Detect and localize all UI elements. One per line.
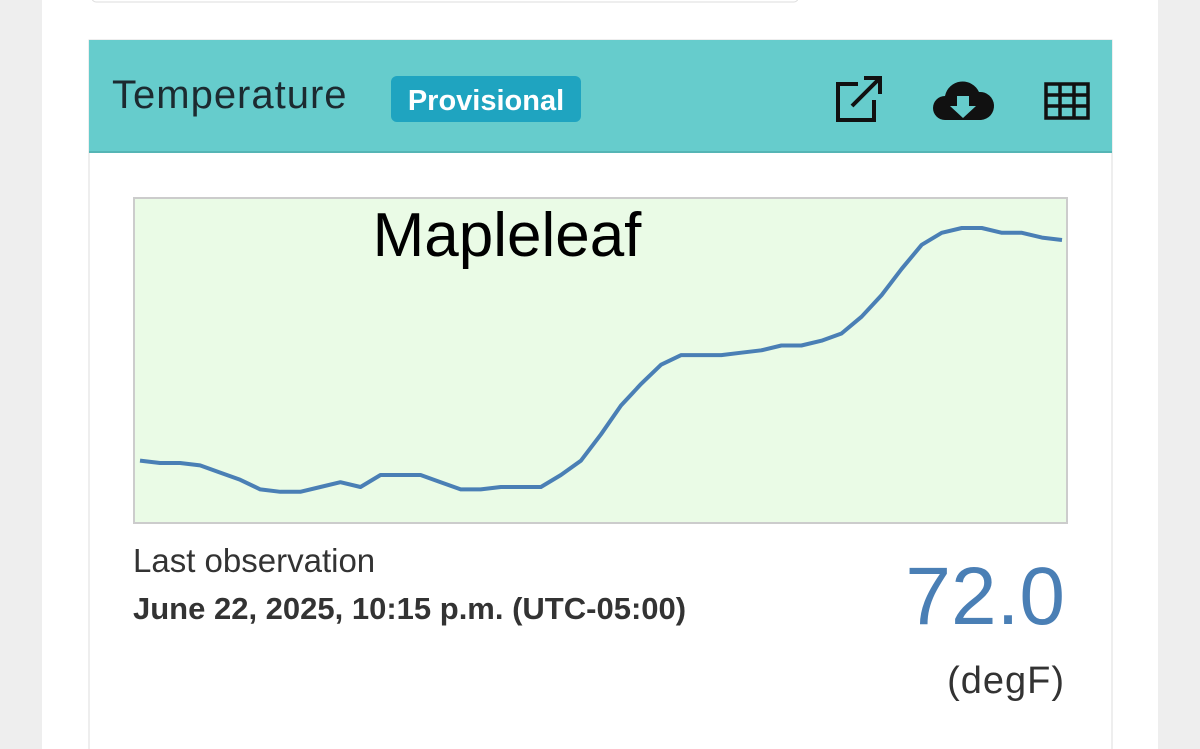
download-icon[interactable] <box>933 81 995 120</box>
previous-panel <box>91 0 799 3</box>
panel-header <box>89 40 1112 152</box>
temperature-line <box>139 226 1063 494</box>
observation-time: June 22, 2025, 10:15 p.m. (UTC-05:00) <box>133 591 686 626</box>
chart: Mapleleaf <box>133 197 1068 524</box>
badge-text: Provisional <box>408 85 564 117</box>
open-icon[interactable] <box>836 76 882 122</box>
observation-unit: (degF) <box>947 660 1065 702</box>
observation-value: 72.0 <box>905 551 1065 642</box>
observation-label: Last observation <box>133 542 375 579</box>
table-icon[interactable] <box>1044 82 1090 120</box>
chart-title: Mapleleaf <box>373 201 643 270</box>
badge <box>391 76 581 122</box>
plot-area <box>133 197 1068 524</box>
panel-title: Temperature <box>112 73 348 117</box>
